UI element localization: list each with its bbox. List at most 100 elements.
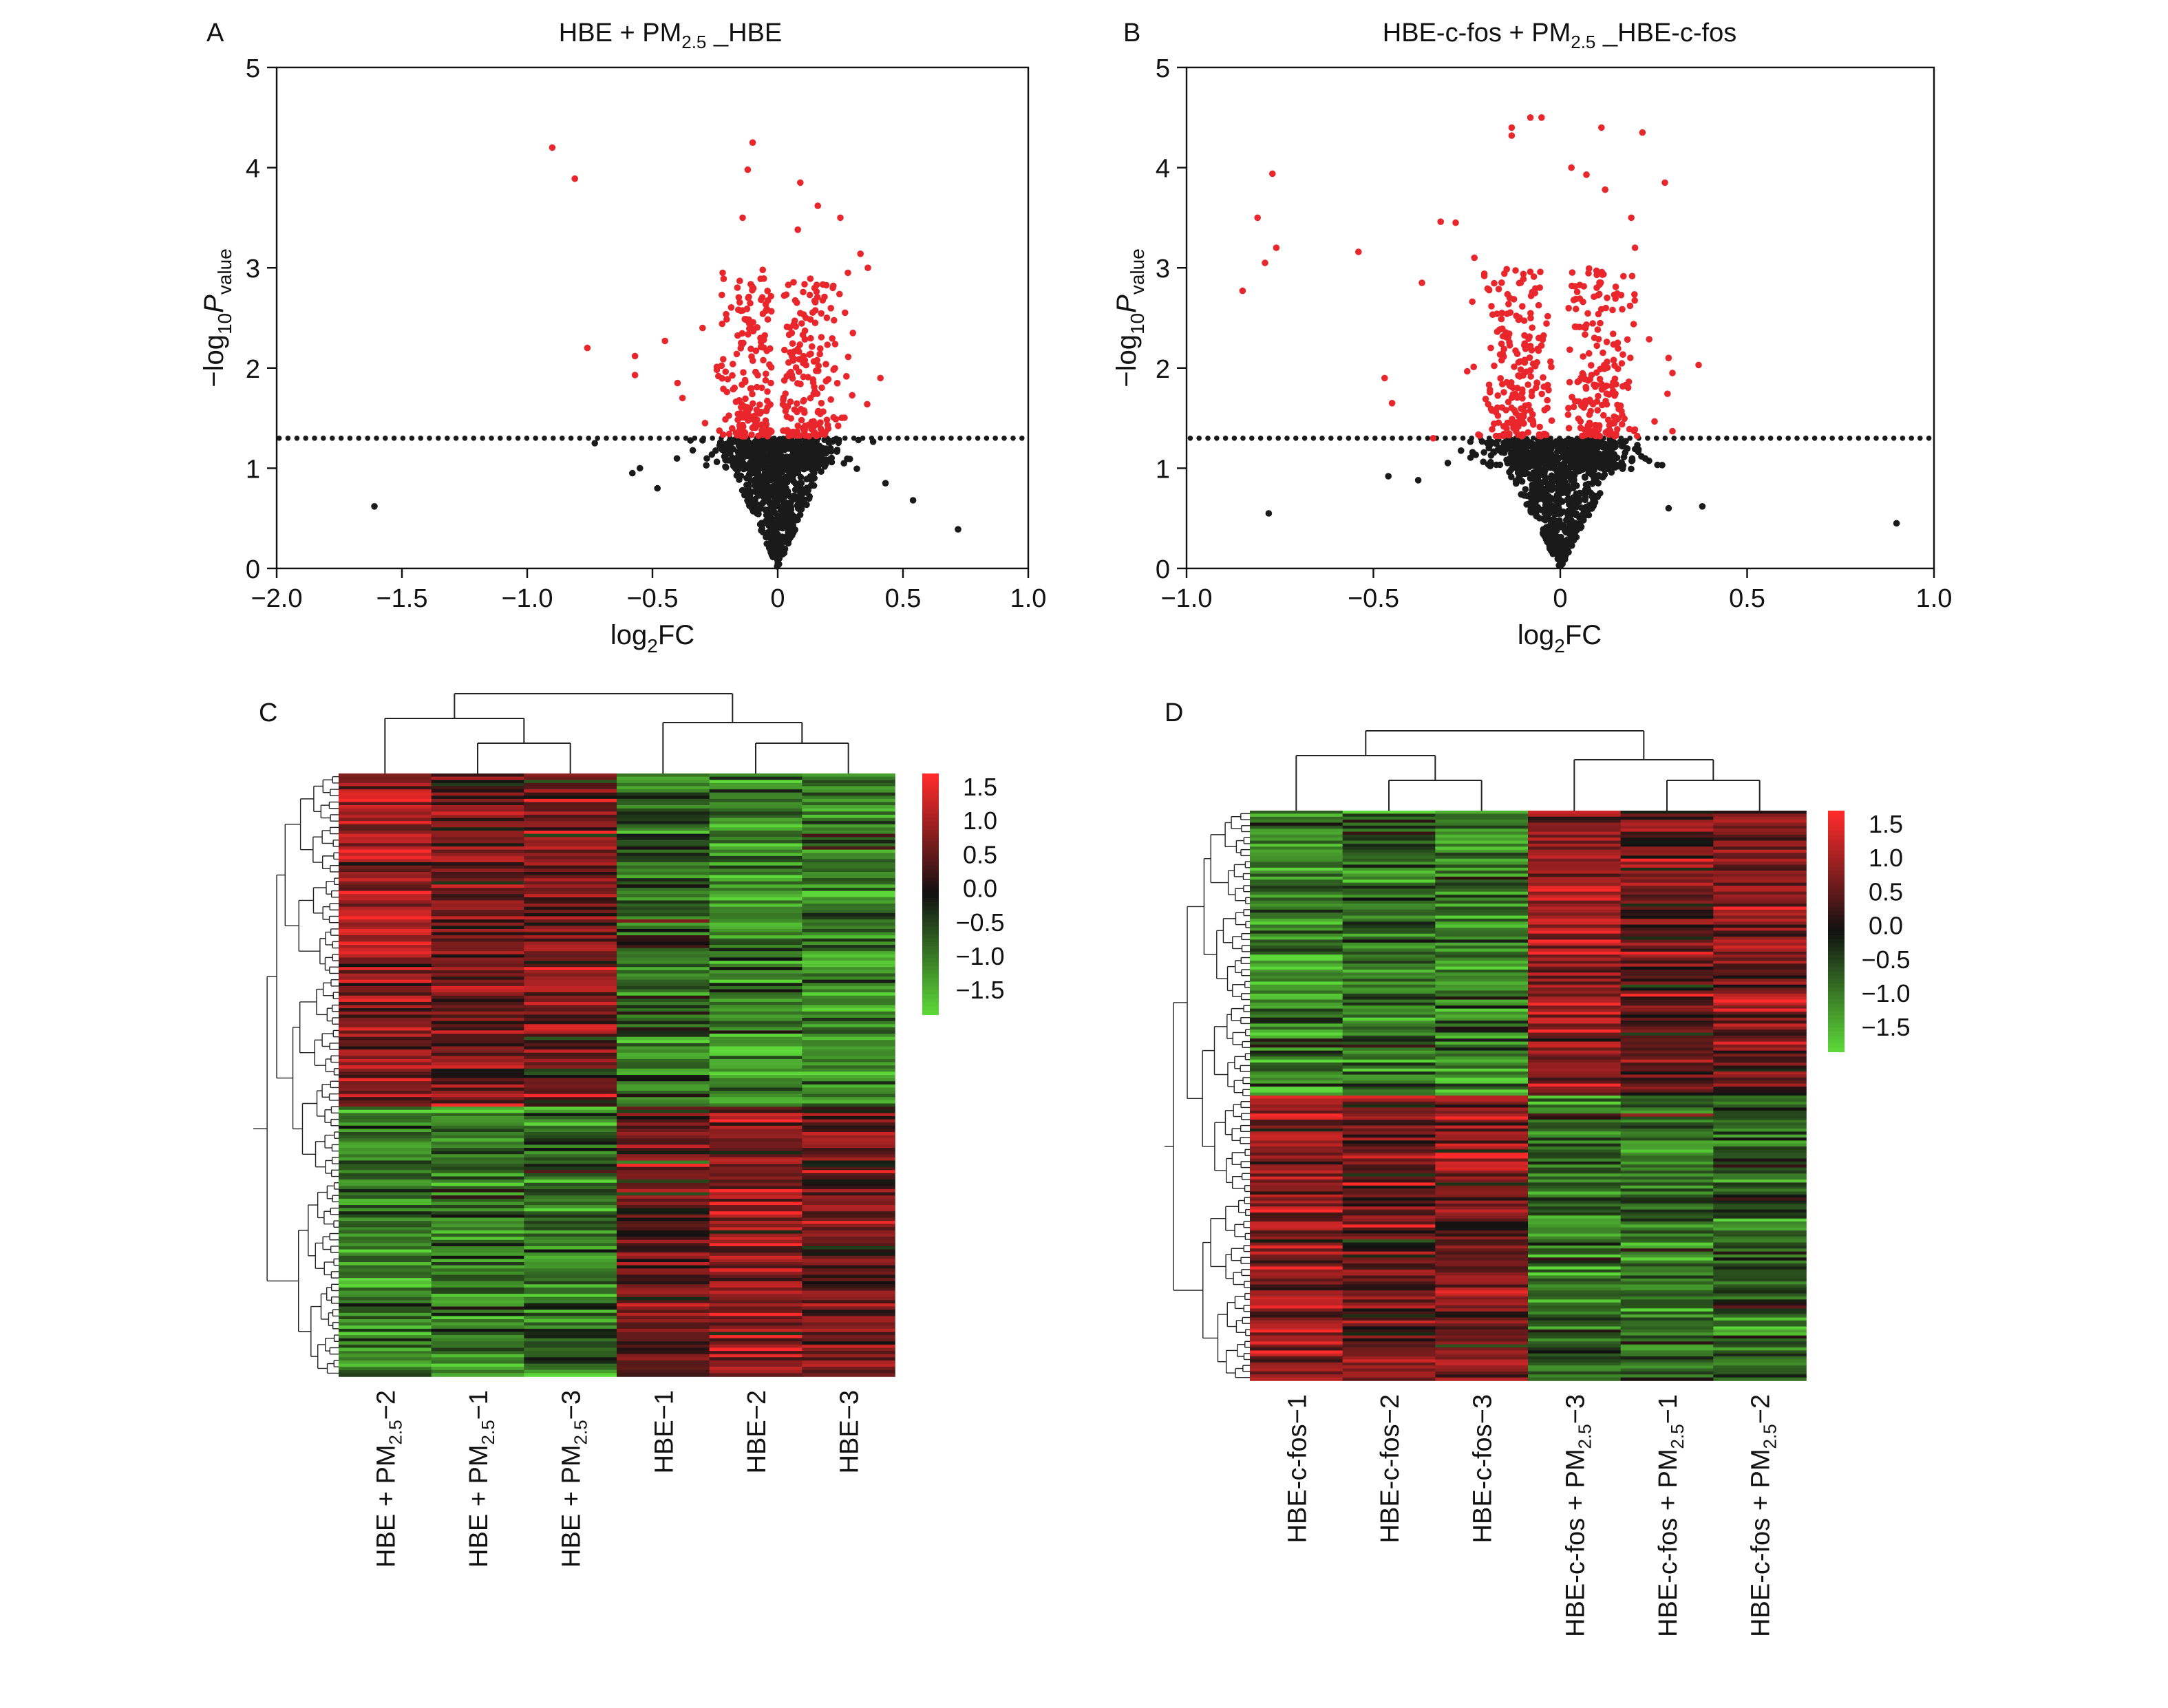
significant-point (1619, 351, 1626, 358)
heatmap-cell (339, 1068, 432, 1073)
heatmap-cell (339, 1176, 432, 1180)
significant-point (844, 353, 852, 361)
heatmap-cell (524, 875, 617, 879)
heatmap-cell (802, 995, 895, 1000)
significant-point (738, 330, 746, 337)
significant-point (1613, 432, 1619, 439)
heatmap-cell (617, 1306, 710, 1310)
heatmap-cell (1250, 849, 1343, 853)
nonsignificant-point (1576, 489, 1584, 497)
heatmap-cell (339, 916, 432, 920)
nonsignificant-point (758, 449, 765, 456)
legend-swatch (922, 906, 939, 911)
heatmap-cell (431, 1357, 525, 1361)
nonsignificant-point (1558, 549, 1566, 556)
heatmap-cell (802, 1087, 895, 1091)
heatmap-cell (431, 887, 525, 892)
nonsignificant-point (805, 487, 811, 493)
heatmap-cell (709, 957, 803, 961)
legend-swatch (922, 901, 939, 907)
heatmap-cell (339, 970, 432, 974)
nonsignificant-point (774, 478, 782, 485)
heatmap-cell (431, 1243, 525, 1247)
heatmap-cell (524, 916, 617, 920)
significant-point (794, 423, 801, 429)
significant-point (764, 288, 771, 295)
heatmap-cell (802, 811, 895, 815)
heatmap-cell (1713, 921, 1807, 926)
significant-point (742, 395, 749, 403)
heatmap-cell (1713, 918, 1807, 923)
nonsignificant-point (723, 451, 730, 458)
heatmap-cell (524, 973, 617, 977)
heatmap-cell (617, 1170, 710, 1174)
significant-point (1610, 356, 1617, 363)
heatmap-cell (709, 780, 803, 784)
heatmap-cell (524, 1113, 617, 1117)
heatmap-cell (524, 821, 617, 825)
significant-point (1610, 387, 1617, 394)
nonsignificant-point (1533, 487, 1541, 493)
heatmap-cell (1250, 924, 1343, 928)
significant-point (1605, 416, 1612, 423)
heatmap-cell (431, 1338, 525, 1343)
heatmap-cell (617, 865, 710, 870)
heatmap-cell (802, 782, 895, 787)
heatmap-cell (617, 1322, 710, 1327)
significant-point (1529, 411, 1536, 418)
heatmap-cell (802, 1040, 895, 1044)
heatmap-cell (1250, 843, 1343, 848)
nonsignificant-point (1551, 458, 1558, 465)
significant-point (1494, 412, 1502, 419)
heatmap-cell (802, 1186, 895, 1190)
heatmap-cell (802, 957, 895, 961)
significant-point (1381, 374, 1388, 382)
significant-point (800, 288, 807, 296)
heatmap-cell (524, 1271, 617, 1276)
significant-point (800, 359, 807, 367)
heatmap-cell (431, 796, 525, 800)
heatmap-cell (431, 1303, 525, 1307)
significant-point (699, 324, 706, 332)
heatmap-cell (709, 1068, 803, 1073)
nonsignificant-point (1510, 448, 1517, 456)
heatmap-cell (709, 846, 803, 851)
heatmap-cell (1713, 906, 1807, 910)
significant-point (761, 337, 767, 343)
threshold-dot (1337, 436, 1343, 441)
heatmap-cell (1620, 891, 1714, 895)
significant-point (1498, 310, 1505, 317)
heatmap-cell (431, 853, 525, 857)
significant-point (1418, 279, 1425, 286)
heatmap-cell (1713, 837, 1807, 842)
significant-point (729, 425, 736, 432)
significant-point (843, 373, 850, 380)
heatmap-cell (339, 1357, 432, 1361)
heatmap-cell (339, 1224, 432, 1228)
significant-point (803, 314, 809, 321)
heatmap-cell (1713, 853, 1807, 857)
heatmap-cell (802, 1354, 895, 1358)
threshold-dot (1900, 436, 1906, 441)
heatmap-cell (709, 1062, 803, 1066)
threshold-dot (1856, 436, 1862, 441)
heatmap-cell (709, 1071, 803, 1076)
heatmap-cell (431, 1188, 525, 1193)
heatmap-cell (1620, 846, 1714, 851)
heatmap-cell (802, 1284, 895, 1288)
heatmap-cell (617, 1014, 710, 1018)
heatmap-cell (431, 1005, 525, 1009)
heatmap-cell (339, 1097, 432, 1101)
heatmap-cell (431, 1363, 525, 1367)
heatmap-cell (524, 1259, 617, 1263)
heatmap-cell (1528, 871, 1622, 875)
significant-point (797, 310, 804, 317)
heatmap-cell (802, 1233, 895, 1237)
heatmap-cell (1250, 876, 1343, 881)
heatmap-d: D 1.51.00.50.0−0.5−1.0−1.5 HBE-c-fos−1 HB… (1165, 698, 1911, 1637)
heatmap-cell (339, 1306, 432, 1310)
heatmap-cell (617, 1182, 710, 1187)
heatmap-cell (617, 1107, 710, 1111)
heatmap-cell (617, 1052, 710, 1057)
threshold-dot (1671, 436, 1677, 441)
